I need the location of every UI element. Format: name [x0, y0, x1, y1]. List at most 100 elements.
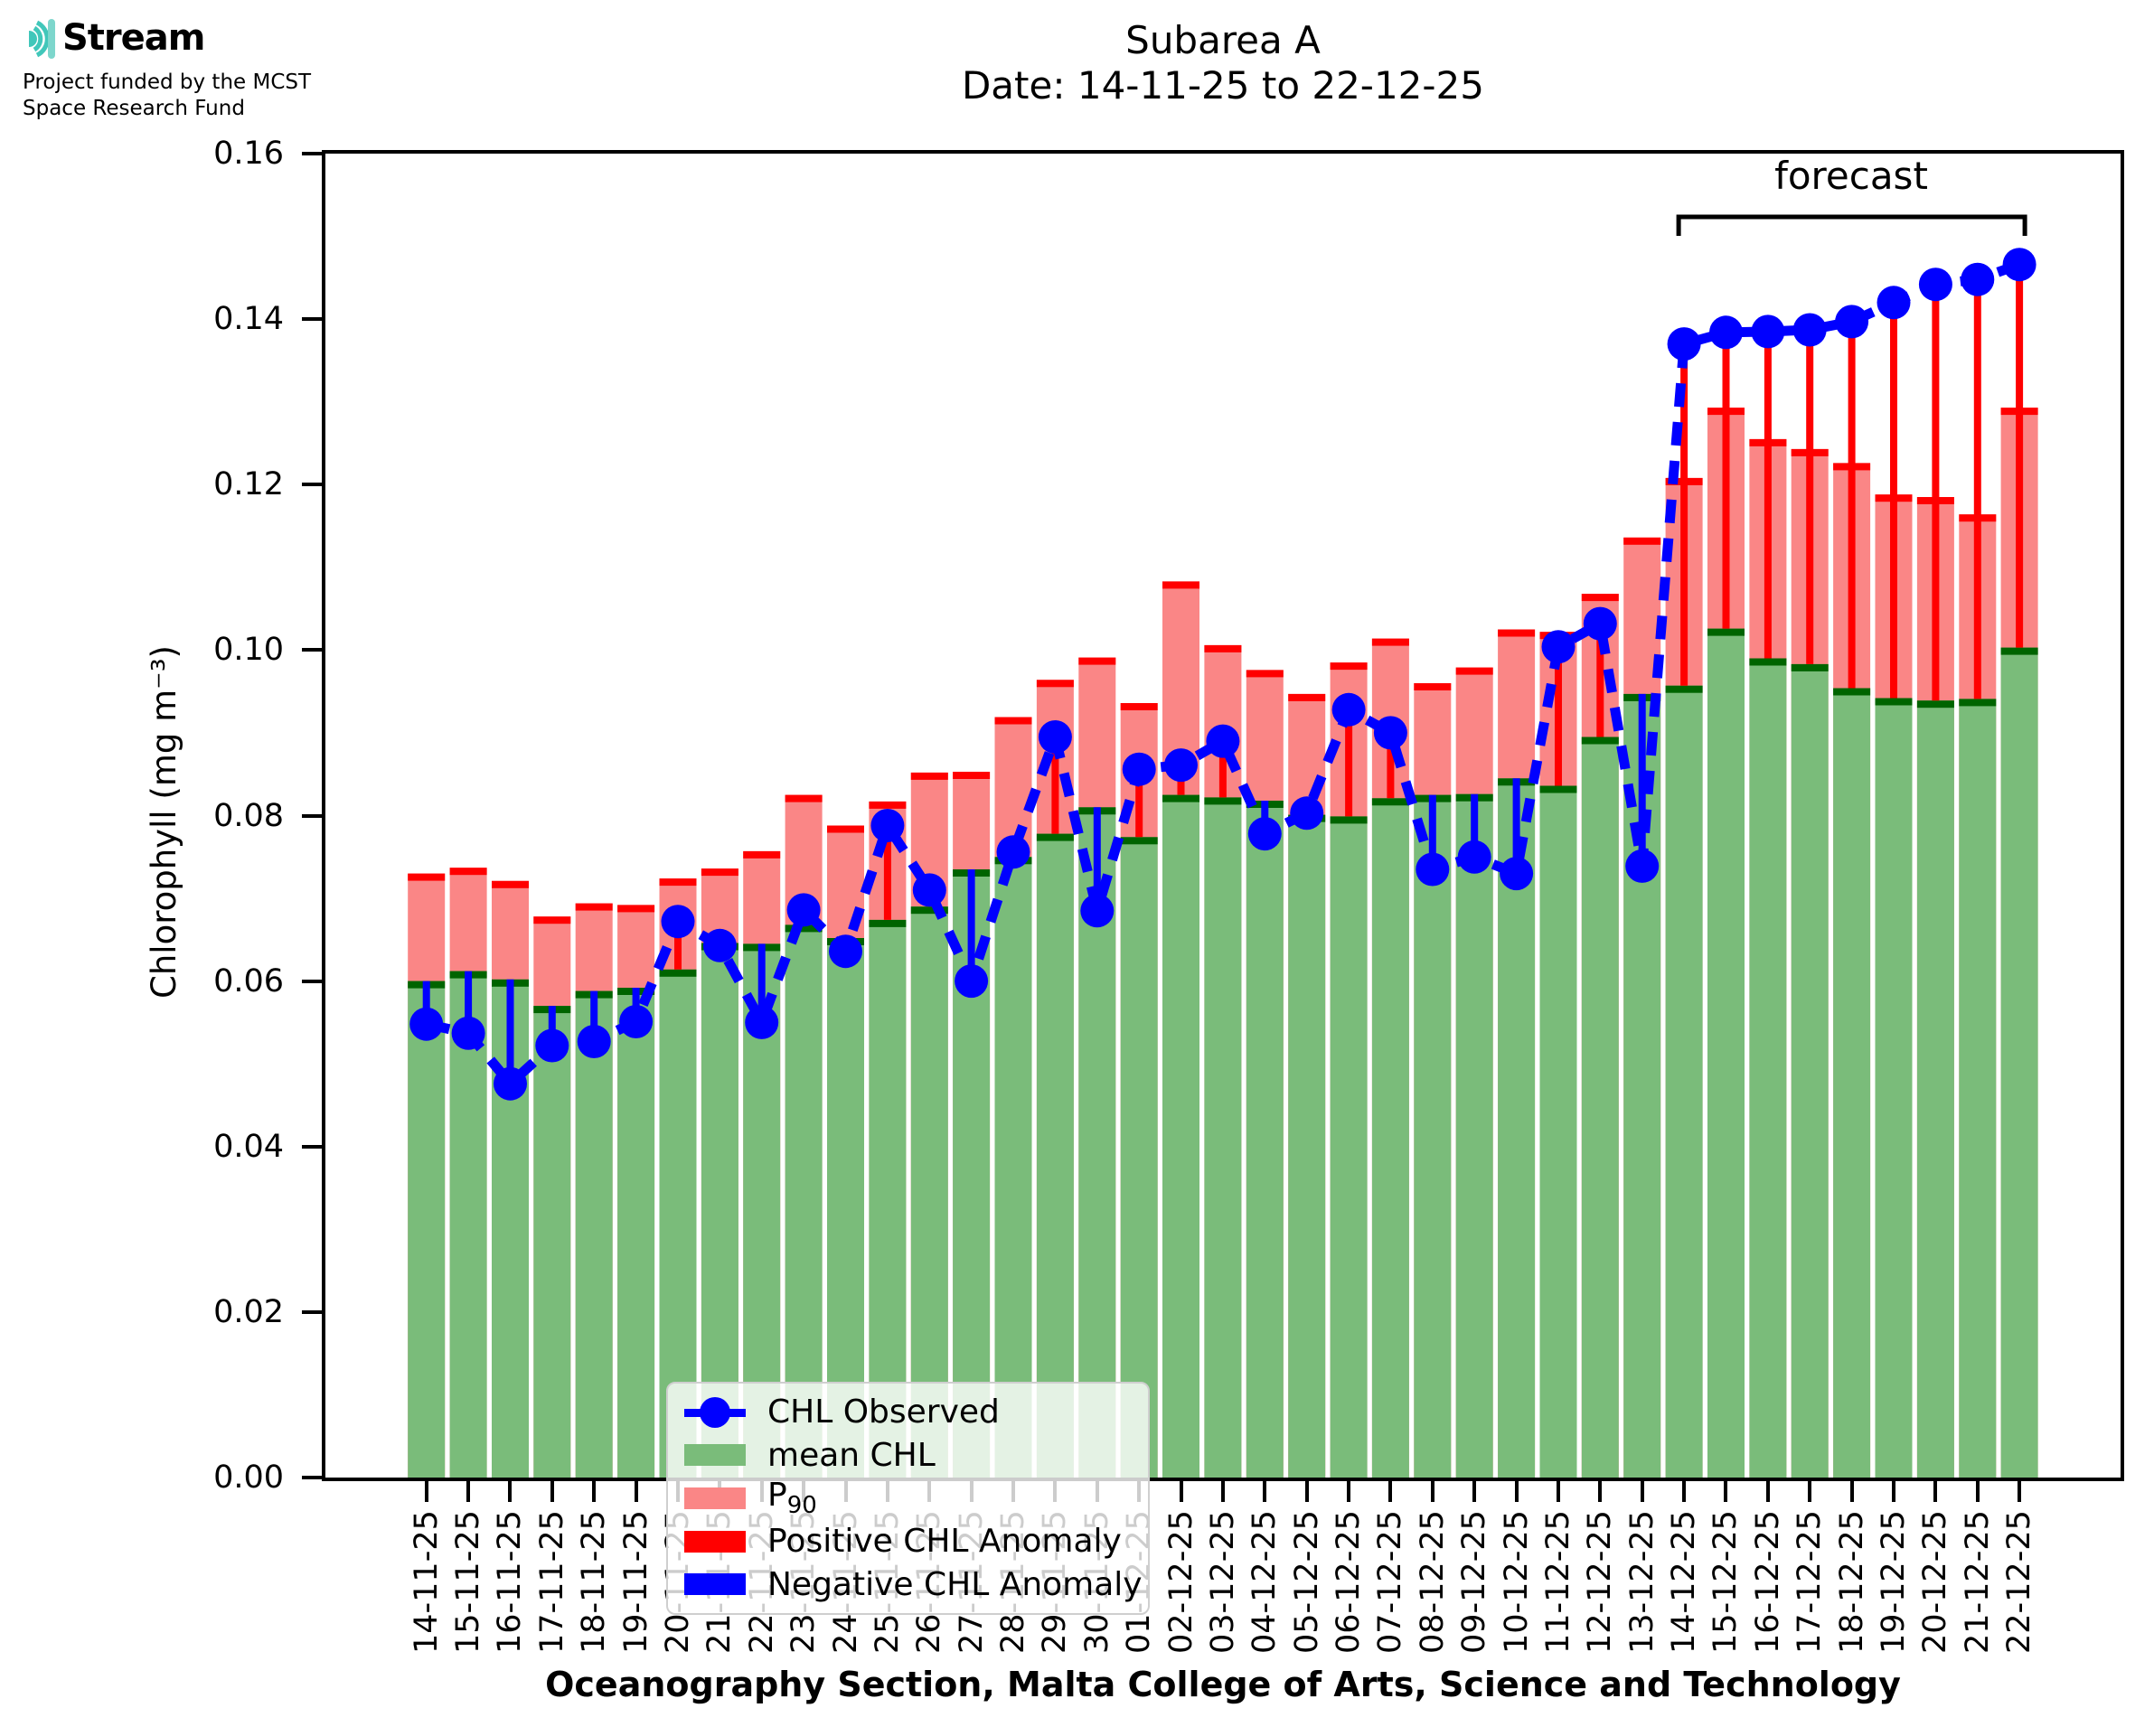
- legend-label: P90: [767, 1477, 817, 1520]
- mean-cap: [1791, 663, 1829, 671]
- mean-cap: [1875, 698, 1913, 706]
- bar-mean: [1875, 698, 1913, 1478]
- x-tick-mark: [1430, 1481, 1434, 1502]
- forecast-bracket: [1676, 214, 2027, 236]
- x-tick-label: 11-12-25: [1539, 1510, 1576, 1654]
- x-tick-mark: [1556, 1481, 1560, 1502]
- mean-cap: [1833, 688, 1871, 696]
- observed-point: [1583, 606, 1617, 641]
- observed-point: [494, 1066, 527, 1101]
- x-tick-label: 18-11-25: [576, 1510, 613, 1654]
- x-tick-mark: [1765, 1481, 1770, 1502]
- bar-mean: [1749, 658, 1787, 1478]
- mean-cap: [1120, 837, 1158, 845]
- bar-mean: [1371, 798, 1409, 1478]
- x-tick-label: 15-12-25: [1707, 1510, 1745, 1654]
- bar-mean: [575, 990, 613, 1478]
- mean-cap: [869, 919, 907, 927]
- observed-point: [1541, 630, 1576, 664]
- legend-row: P90: [684, 1477, 1148, 1520]
- y-tick-label: 0.02: [213, 1293, 284, 1330]
- x-tick-label: 17-12-25: [1792, 1510, 1829, 1654]
- x-tick-label: 16-12-25: [1749, 1510, 1786, 1654]
- bar-mean: [617, 988, 655, 1478]
- p90-cap: [1455, 667, 1493, 675]
- x-tick-label: 19-12-25: [1876, 1510, 1912, 1654]
- x-tick-label: 20-12-25: [1917, 1510, 1954, 1654]
- x-tick-label: 14-11-25: [408, 1510, 445, 1654]
- x-tick-label: 15-11-25: [450, 1510, 487, 1654]
- x-tick-label: 05-12-25: [1288, 1510, 1325, 1654]
- x-tick-mark: [508, 1481, 513, 1502]
- legend-row: Negative CHL Anomaly: [684, 1564, 1148, 1604]
- x-tick-mark: [1849, 1481, 1854, 1502]
- x-tick-mark: [1724, 1481, 1728, 1502]
- observed-point: [912, 873, 946, 907]
- x-tick-label: 19-11-25: [617, 1510, 654, 1654]
- x-tick-label: 13-12-25: [1623, 1510, 1660, 1654]
- observed-point: [745, 1005, 779, 1039]
- y-tick-label: 0.16: [213, 136, 284, 172]
- observed-point: [996, 835, 1030, 869]
- x-tick-mark: [1304, 1481, 1309, 1502]
- x-tick-mark: [1347, 1481, 1351, 1502]
- bar-mean: [1162, 794, 1199, 1478]
- observed-point: [451, 1016, 485, 1050]
- p90-cap: [1623, 537, 1661, 545]
- bar-mean: [2000, 647, 2038, 1478]
- x-tick-label: 14-12-25: [1666, 1510, 1703, 1654]
- legend-row: CHL Observed: [684, 1393, 1148, 1432]
- x-axis-caption: Oceanography Section, Malta College of A…: [545, 1665, 1901, 1704]
- y-tick-mark: [302, 152, 322, 155]
- legend-patch-icon: [684, 1530, 746, 1553]
- x-tick-label: 21-12-25: [1959, 1510, 1996, 1654]
- p90-cap: [1414, 683, 1452, 690]
- p90-cap: [1330, 662, 1368, 671]
- mean-cap: [1916, 700, 1954, 708]
- x-tick-mark: [592, 1481, 597, 1502]
- mean-cap: [1707, 628, 1745, 636]
- observed-point: [535, 1028, 569, 1063]
- x-tick-label: 09-12-25: [1456, 1510, 1493, 1654]
- mean-cap: [1665, 685, 1703, 693]
- x-tick-label: 16-11-25: [492, 1510, 529, 1654]
- p90-cap: [492, 880, 529, 888]
- x-tick-label: 07-12-25: [1372, 1510, 1409, 1654]
- observed-point: [1122, 752, 1156, 786]
- legend-row: mean CHL: [684, 1435, 1148, 1475]
- bar-mean: [1498, 778, 1536, 1478]
- mean-cap: [1330, 816, 1368, 824]
- observed-point: [1792, 313, 1827, 347]
- x-tick-label: 04-12-25: [1246, 1510, 1284, 1654]
- x-tick-mark: [424, 1481, 428, 1502]
- legend-marker-observed: [684, 1396, 746, 1429]
- x-tick-mark: [1808, 1481, 1812, 1502]
- chart-title: Subarea A Date: 14-11-25 to 22-12-25: [322, 18, 2124, 108]
- y-tick-label: 0.06: [213, 962, 284, 999]
- p90-cap: [617, 905, 655, 913]
- mean-cap: [1036, 833, 1074, 841]
- observed-point: [1416, 852, 1450, 887]
- x-tick-label: 03-12-25: [1204, 1510, 1241, 1654]
- mean-cap: [2000, 647, 2038, 655]
- x-tick-label: 22-12-25: [2001, 1510, 2038, 1654]
- bar-mean: [1916, 700, 1954, 1478]
- observed-point: [1918, 267, 1952, 302]
- y-tick-label: 0.12: [213, 466, 284, 503]
- legend-patch-icon: [684, 1444, 746, 1467]
- observed-point: [1247, 817, 1282, 851]
- plot-area: CHL Observed mean CHL P90 Positive CHL Anom…: [322, 150, 2124, 1615]
- x-tick-mark: [1682, 1481, 1687, 1502]
- bar-mean: [1288, 814, 1326, 1478]
- x-tick-mark: [1933, 1481, 1938, 1502]
- observed-point: [870, 809, 905, 842]
- p90-cap: [1581, 594, 1619, 602]
- legend-label: Positive CHL Anomaly: [767, 1523, 1122, 1561]
- observed-point: [1835, 305, 1869, 339]
- y-tick-label: 0.08: [213, 797, 284, 834]
- legend-label: Negative CHL Anomaly: [767, 1565, 1143, 1603]
- mean-cap: [1162, 794, 1199, 802]
- bar-mean: [1959, 699, 1997, 1478]
- p90-cap: [827, 825, 864, 833]
- x-tick-mark: [1975, 1481, 1980, 1502]
